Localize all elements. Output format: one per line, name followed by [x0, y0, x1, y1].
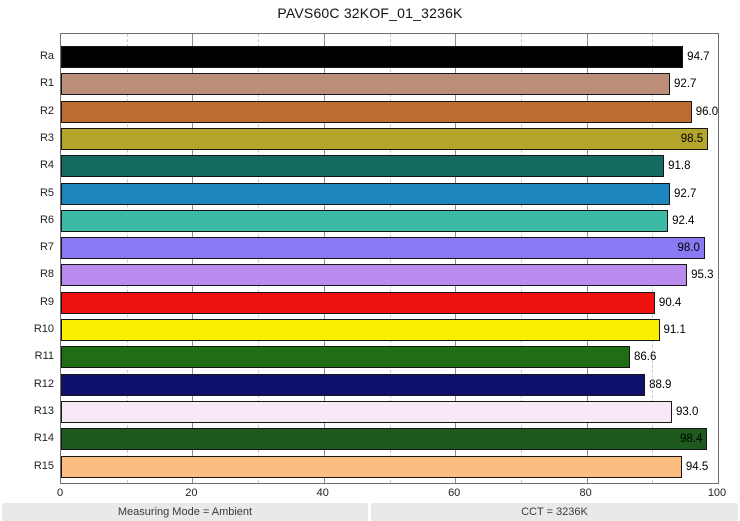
- category-label-r4: R4: [39, 159, 54, 172]
- x-tick-label-80: 80: [579, 487, 592, 499]
- category-label-r6: R6: [39, 213, 54, 226]
- category-label-r7: R7: [39, 241, 54, 254]
- category-label-r1: R1: [39, 77, 54, 90]
- bar-value-r6: 92.4: [672, 214, 695, 227]
- bar-r7: [61, 237, 705, 260]
- bar-value-r11: 86.6: [633, 351, 657, 364]
- category-label-r8: R8: [39, 268, 54, 281]
- status-measuring-mode: Measuring Mode = Ambient: [2, 503, 368, 521]
- category-label-r13: R13: [33, 404, 54, 417]
- bar-value-r15: 94.5: [685, 460, 709, 473]
- bar-r3: [61, 127, 709, 150]
- x-tick-label-60: 60: [448, 487, 461, 499]
- bar-r12: [61, 373, 646, 396]
- bar-value-r9: 90.4: [658, 296, 682, 309]
- category-label-r15: R15: [33, 459, 54, 472]
- bar-value-r4: 91.8: [668, 160, 691, 173]
- bar-r5: [61, 182, 671, 205]
- status-cct: CCT = 3236K: [371, 503, 738, 521]
- bar-value-r1: 92.7: [674, 78, 697, 91]
- bar-r15: [61, 455, 682, 478]
- bar-value-r8: 95.3: [691, 269, 714, 282]
- bar-r4: [61, 155, 665, 178]
- bar-r8: [61, 264, 688, 287]
- category-label-r2: R2: [39, 104, 54, 117]
- bar-ra: [61, 46, 684, 68]
- category-label-r10: R10: [33, 323, 54, 335]
- category-label-r5: R5: [39, 186, 54, 199]
- x-tick-label-0: 0: [56, 487, 64, 499]
- category-label-r11: R11: [34, 350, 54, 363]
- x-tick-label-20: 20: [185, 487, 198, 499]
- plot-area: 94.7 92.7 96.0 98.5 91.8 92.7 92.4 98.0 95.3 90.4…: [60, 33, 719, 484]
- bar-value-r10: 91.1: [663, 324, 686, 336]
- bar-value-ra: 94.7: [687, 51, 710, 63]
- category-label-r12: R12: [33, 377, 54, 390]
- category-label-ra: Ra: [39, 50, 54, 62]
- bar-value-r12: 88.9: [649, 378, 672, 391]
- bar-r9: [61, 291, 655, 314]
- bar-value-r3: 98.5: [680, 132, 704, 145]
- bar-value-r2: 96.0: [695, 105, 719, 118]
- category-label-r14: R14: [33, 432, 54, 445]
- bar-value-r7: 98.0: [677, 242, 700, 255]
- category-label-r9: R9: [39, 295, 54, 308]
- bar-value-r13: 93.0: [676, 405, 699, 418]
- chart-title: PAVS60C 32KOF_01_3236K: [277, 5, 463, 21]
- bar-r2: [61, 100, 692, 123]
- bar-r13: [61, 400, 672, 423]
- x-tick-label-100: 100: [707, 487, 727, 499]
- category-label-r3: R3: [39, 131, 54, 144]
- bar-value-r14: 98.4: [680, 433, 703, 446]
- bar-r11: [61, 346, 630, 369]
- bar-r14: [61, 428, 708, 451]
- bar-r6: [61, 209, 669, 232]
- bar-r1: [61, 73, 671, 96]
- bar-value-r5: 92.7: [674, 187, 697, 200]
- bar-r10: [61, 319, 660, 341]
- x-tick-label-40: 40: [316, 487, 329, 499]
